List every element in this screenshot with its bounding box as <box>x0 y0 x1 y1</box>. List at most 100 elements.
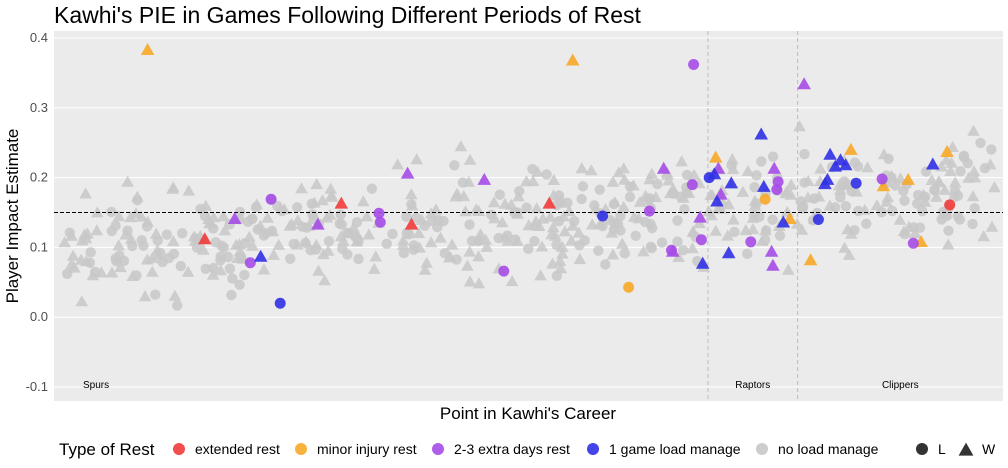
data-point-no-load-manage <box>861 218 872 229</box>
data-point-no-load-manage <box>521 202 532 213</box>
data-point-1-game-load-manage <box>754 127 768 140</box>
data-point-no-load-manage <box>218 224 232 236</box>
data-point-no-load-manage <box>643 195 654 206</box>
data-point-no-load-manage <box>630 230 641 241</box>
data-point-no-load-manage <box>461 259 474 271</box>
data-point-minor-injury-rest <box>876 179 891 192</box>
data-point-2-3-extra-days-rest <box>772 176 784 188</box>
data-point-no-load-manage <box>929 185 940 196</box>
legend-label: no load manage <box>778 441 879 457</box>
data-point-no-load-manage <box>124 233 138 245</box>
data-point-2-3-extra-days-rest <box>311 217 325 230</box>
data-point-no-load-manage <box>760 234 771 246</box>
data-point-2-3-extra-days-rest <box>688 59 700 71</box>
data-point-no-load-manage <box>405 199 419 211</box>
data-point-no-load-manage <box>266 225 280 237</box>
data-point-no-load-manage <box>967 218 978 230</box>
data-point-no-load-manage <box>89 266 101 278</box>
data-point-no-load-manage <box>227 273 238 284</box>
data-point-no-load-manage <box>880 195 893 207</box>
data-point-no-load-manage <box>726 153 739 165</box>
data-point-no-load-manage <box>686 242 699 254</box>
data-point-no-load-manage <box>523 243 534 255</box>
data-point-no-load-manage <box>514 186 525 197</box>
data-point-no-load-manage <box>257 263 271 275</box>
legend-swatch <box>587 443 599 455</box>
data-point-no-load-manage <box>838 241 851 253</box>
data-point-extended-rest <box>542 196 557 209</box>
data-point-no-load-manage <box>335 209 346 220</box>
data-point-no-load-manage <box>914 222 926 233</box>
data-point-no-load-manage <box>908 226 922 238</box>
data-point-no-load-manage <box>114 261 127 273</box>
data-point-no-load-manage <box>575 162 589 174</box>
data-point-2-3-extra-days-rest <box>666 244 680 257</box>
data-point-no-load-manage <box>672 215 683 226</box>
data-point-no-load-manage <box>357 195 370 207</box>
data-point-no-load-manage <box>246 239 259 251</box>
data-point-no-load-manage <box>291 202 303 213</box>
data-point-no-load-manage <box>546 221 560 233</box>
data-point-no-load-manage <box>541 169 552 180</box>
data-point-no-load-manage <box>217 210 230 222</box>
data-point-2-3-extra-days-rest <box>373 207 385 219</box>
data-point-no-load-manage <box>350 235 364 247</box>
data-point-no-load-manage <box>167 235 180 247</box>
data-point-no-load-manage <box>149 227 163 239</box>
data-point-no-load-manage <box>677 191 690 203</box>
legend-swatch <box>432 443 444 455</box>
data-point-no-load-manage <box>126 269 140 281</box>
data-point-no-load-manage <box>381 238 392 249</box>
data-point-no-load-manage <box>529 235 540 247</box>
data-point-minor-injury-rest <box>140 43 155 55</box>
data-point-no-load-manage <box>530 202 543 214</box>
x-axis-title: Point in Kawhi's Career <box>440 404 616 423</box>
data-point-no-load-manage <box>597 221 608 232</box>
data-point-no-load-manage <box>353 253 364 265</box>
data-point-no-load-manage <box>553 254 567 266</box>
data-point-no-load-manage <box>250 201 262 213</box>
data-point-no-load-manage <box>91 206 104 218</box>
data-point-no-load-manage <box>784 178 798 190</box>
data-point-no-load-manage <box>267 248 280 260</box>
data-point-no-load-manage <box>258 230 270 241</box>
era-label: Raptors <box>735 380 770 391</box>
data-point-no-load-manage <box>239 269 250 281</box>
data-point-no-load-manage <box>751 198 762 209</box>
data-point-no-load-manage <box>505 198 518 210</box>
data-point-1-game-load-manage <box>823 147 837 160</box>
data-point-no-load-manage <box>839 176 850 187</box>
data-point-2-3-extra-days-rest <box>907 237 919 249</box>
data-point-no-load-manage <box>272 200 283 212</box>
data-point-no-load-manage <box>666 183 680 195</box>
data-point-1-game-load-manage <box>695 256 710 269</box>
data-point-no-load-manage <box>79 187 92 199</box>
data-point-no-load-manage <box>618 173 631 185</box>
data-point-1-game-load-manage <box>828 159 843 172</box>
data-point-no-load-manage <box>472 250 485 262</box>
data-point-no-load-manage <box>498 231 512 243</box>
data-point-no-load-manage <box>793 120 806 132</box>
data-point-1-game-load-manage <box>838 158 853 171</box>
data-point-no-load-manage <box>840 201 852 212</box>
data-point-1-game-load-manage <box>274 297 286 309</box>
data-point-2-3-extra-days-rest <box>400 166 415 179</box>
data-point-no-load-manage <box>310 178 323 190</box>
data-point-no-load-manage <box>207 211 220 223</box>
data-point-no-load-manage <box>106 225 118 237</box>
data-point-1-game-load-manage <box>776 215 791 228</box>
data-point-minor-injury-rest <box>759 193 771 205</box>
plot-panel <box>54 31 1003 401</box>
data-point-no-load-manage <box>593 245 604 256</box>
data-point-no-load-manage <box>547 173 561 185</box>
data-point-2-3-extra-days-rest <box>244 257 256 269</box>
data-point-no-load-manage <box>324 182 337 194</box>
data-point-no-load-manage <box>589 202 603 214</box>
legend-title: Type of Rest <box>59 440 155 459</box>
data-point-2-3-extra-days-rest <box>656 161 671 174</box>
data-point-no-load-manage <box>457 177 469 188</box>
data-point-no-load-manage <box>472 204 485 216</box>
data-point-no-load-manage <box>526 175 540 187</box>
data-point-no-load-manage <box>486 209 497 220</box>
data-point-no-load-manage <box>565 234 578 246</box>
